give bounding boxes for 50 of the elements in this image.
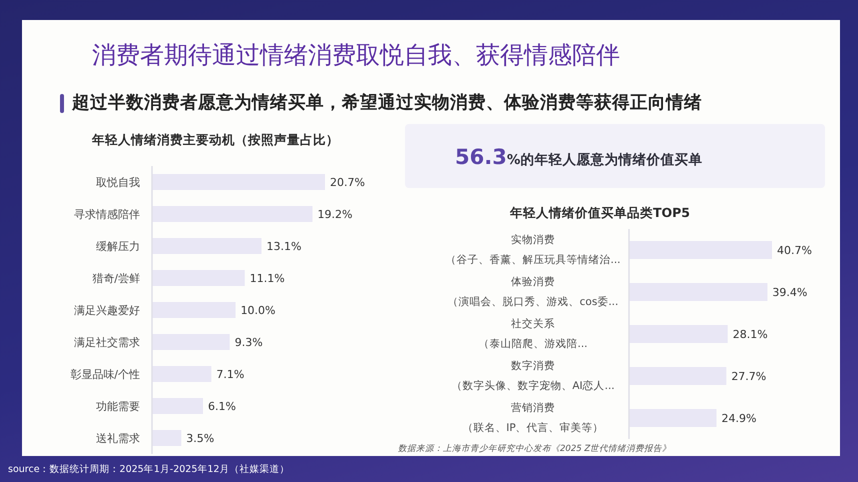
data-label: 13.1% — [266, 240, 302, 253]
data-label: 3.5% — [186, 432, 214, 445]
data-label: 6.1% — [208, 400, 236, 413]
chart-title: 年轻人情绪消费主要动机（按照声量占比） — [92, 132, 340, 148]
y-tick-label: 功能需要 — [96, 400, 140, 412]
text: 消费者期待通过情绪消费取悦自我、获得情感陪伴 — [92, 40, 620, 70]
bar — [152, 238, 262, 254]
bar — [629, 325, 728, 343]
y-tick-label: 体验消费（演唱会、脱口秀、游戏、cos委... — [448, 275, 618, 308]
bar — [152, 206, 312, 222]
y-tick-label: 实物消费（谷子、香薰、解压玩具等情绪治... — [445, 233, 621, 266]
data-label: 20.7% — [330, 176, 365, 189]
bar — [629, 283, 768, 301]
data-label: 10.0% — [240, 304, 276, 317]
y-tick-label: 营销消费（联名、IP、代言、审美等） — [462, 401, 604, 434]
data-label: 7.1% — [216, 368, 244, 381]
data-label: 19.2% — [317, 208, 352, 221]
y-tick-label: 社交关系（泰山陪爬、游戏陪... — [478, 317, 588, 350]
data-label: 39.4% — [772, 286, 808, 299]
y-tick-label: 取悦自我 — [96, 176, 140, 188]
chart-title: 年轻人情绪价值买单品类TOP5 — [508, 205, 691, 221]
bar — [152, 302, 236, 318]
data-label: 27.7% — [731, 370, 766, 383]
text: %的年轻人愿意为情绪价值买单 — [506, 151, 702, 170]
y-tick-label: 满足兴趣爱好 — [74, 304, 140, 316]
y-tick-label: 彰显品味/个性 — [70, 368, 140, 380]
bar — [152, 270, 245, 286]
text: 超过半数消费者愿意为情绪买单，希望通过实物消费、体验消费等获得正向情绪 — [72, 92, 702, 114]
bar — [152, 174, 325, 190]
data-label: 9.3% — [234, 336, 263, 349]
y-tick-label: 猎奇/尝鲜 — [92, 272, 140, 284]
data-label: 11.1% — [250, 272, 285, 285]
bar — [629, 241, 772, 259]
bar — [629, 409, 716, 427]
source-note: source：数据统计周期：2025年1月-2025年12月（社媒渠道） — [8, 463, 290, 476]
y-tick-label: 数字消费（数字头像、数字宠物、AI恋人... — [451, 359, 615, 392]
y-tick-label: 满足社交需求 — [74, 336, 140, 348]
data-label: 24.9% — [721, 412, 756, 425]
bar — [152, 334, 230, 350]
bar — [152, 430, 182, 446]
data-label: 28.1% — [732, 328, 768, 341]
y-tick-label: 寻求情感陪伴 — [74, 208, 140, 220]
data-label: 40.7% — [777, 244, 812, 257]
source-note: 数据来源：上海市青少年研究中心发布《2025 Z世代情绪消费报告》 — [398, 443, 672, 455]
text: 56.3 — [455, 144, 507, 170]
bar — [152, 366, 212, 382]
bar — [152, 398, 203, 414]
y-tick-label: 送礼需求 — [96, 432, 140, 444]
y-tick-label: 缓解压力 — [96, 240, 140, 252]
bar — [629, 367, 726, 385]
